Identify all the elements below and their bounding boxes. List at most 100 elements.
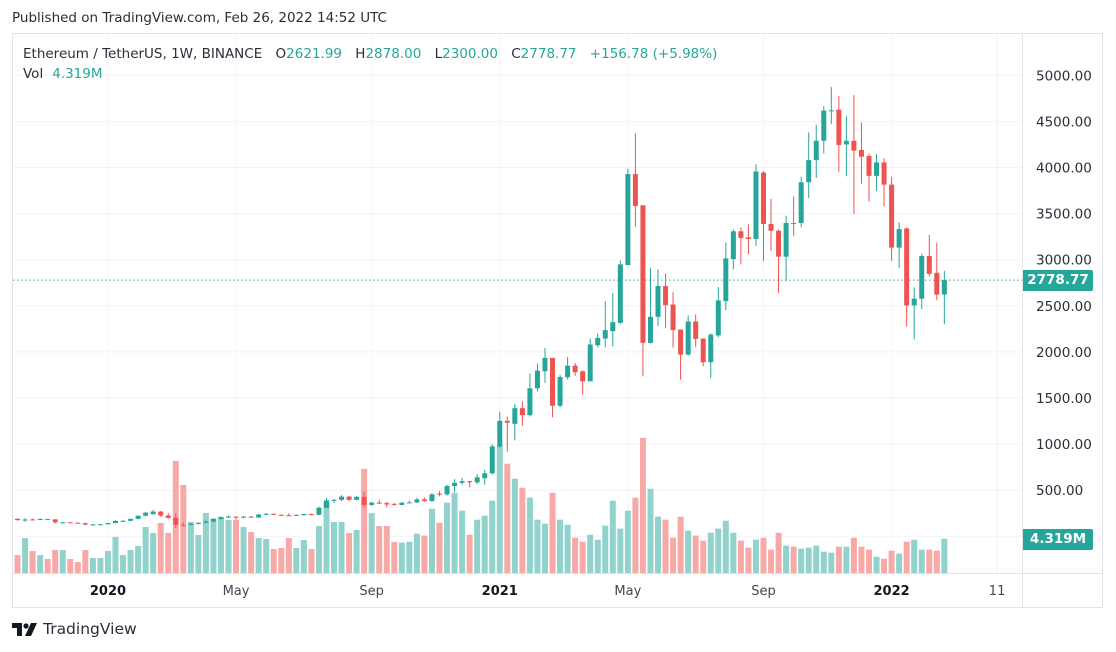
volume-bar: [557, 519, 564, 573]
volume-bar: [903, 541, 910, 573]
volume-bar: [835, 546, 842, 573]
candle-body: [293, 514, 299, 516]
candle-body: [391, 503, 397, 505]
tradingview-branding[interactable]: TradingView: [12, 620, 137, 638]
volume-bar: [594, 539, 601, 573]
candle: [158, 510, 164, 517]
candle-body: [90, 524, 96, 526]
candle-body: [286, 515, 292, 517]
candle: [572, 362, 578, 376]
candle: [527, 373, 533, 417]
volume-bar: [911, 539, 918, 573]
candle-body: [911, 298, 917, 306]
candle-body: [467, 481, 473, 483]
candle: [90, 523, 96, 526]
candle: [165, 513, 171, 519]
volume-bar: [82, 550, 89, 573]
legend-volume-label[interactable]: Vol: [23, 66, 44, 82]
candle-body: [421, 499, 427, 502]
volume-bar: [481, 515, 488, 573]
candle-body: [768, 224, 774, 231]
price-axis-label: 1000.00: [1036, 437, 1092, 453]
volume-bar: [270, 548, 277, 573]
candle-body: [851, 140, 857, 151]
candle-body: [354, 496, 360, 500]
candle: [504, 416, 510, 452]
volume-bar: [805, 547, 812, 573]
candle-body: [761, 172, 766, 225]
candle: [135, 515, 141, 520]
candle-body: [534, 370, 540, 389]
candle-body: [346, 496, 352, 500]
candle: [120, 520, 126, 522]
candle: [753, 164, 759, 246]
candle-body: [436, 493, 442, 495]
candle-body: [730, 231, 736, 260]
candle-body: [550, 357, 556, 406]
volume-bar: [655, 516, 662, 573]
candle-body: [67, 522, 73, 524]
candle-body: [512, 408, 518, 424]
candle: [37, 518, 43, 521]
candle-body: [783, 223, 789, 257]
candle-body: [602, 330, 608, 339]
volume-bar: [617, 528, 624, 573]
candle: [263, 513, 269, 516]
candle: [565, 356, 571, 380]
volume-bar: [941, 538, 948, 573]
volume-bar: [918, 549, 925, 573]
candle: [60, 521, 66, 524]
price-axis-label: 2000.00: [1036, 345, 1092, 361]
candle-body: [678, 329, 684, 355]
chart-legend: Ethereum / TetherUS, 1W, BINANCE O2621.9…: [23, 44, 717, 84]
candle: [655, 269, 661, 327]
legend-symbol[interactable]: Ethereum / TetherUS, 1W, BINANCE: [23, 46, 263, 62]
candle: [301, 513, 307, 516]
volume-bar: [798, 548, 805, 573]
volume-bar: [29, 550, 36, 573]
candle: [836, 96, 842, 172]
candle-body: [685, 321, 691, 355]
volume-bar: [195, 534, 202, 573]
volume-bar: [783, 545, 790, 573]
candle-body: [798, 182, 804, 224]
candle: [512, 403, 518, 441]
candle-body: [158, 511, 164, 516]
volume-bar: [338, 521, 345, 573]
candle-body: [640, 205, 646, 343]
candle-body: [105, 523, 111, 525]
tradingview-logo-icon: [12, 622, 37, 636]
volume-bar: [858, 546, 865, 573]
candle: [730, 229, 736, 270]
candle-body: [670, 304, 676, 331]
candle: [745, 224, 751, 255]
candle-body: [738, 231, 744, 238]
candle: [550, 357, 556, 418]
volume-bar: [157, 522, 164, 573]
time-axis-label: 2020: [90, 584, 126, 599]
grid-lines: [13, 34, 1022, 573]
candle: [278, 514, 284, 516]
candle-body: [165, 515, 171, 518]
candle-body: [369, 502, 375, 505]
candle: [866, 153, 872, 202]
candle: [542, 347, 548, 383]
volume-bar: [135, 545, 142, 573]
candle-body: [278, 514, 284, 516]
candle-body: [316, 507, 322, 515]
candle: [391, 503, 397, 506]
volume-bar: [383, 526, 390, 573]
candle-body: [489, 446, 495, 474]
volume-bar: [421, 535, 428, 573]
candle: [173, 513, 179, 529]
candle: [112, 520, 118, 524]
candle: [761, 171, 766, 262]
legend-low-label: L: [434, 46, 443, 62]
volume-bar: [428, 508, 435, 573]
volume-bar: [142, 526, 149, 573]
volume-bar: [466, 534, 473, 573]
volume-bar: [888, 550, 895, 573]
candle: [482, 469, 488, 485]
candle: [821, 106, 827, 154]
